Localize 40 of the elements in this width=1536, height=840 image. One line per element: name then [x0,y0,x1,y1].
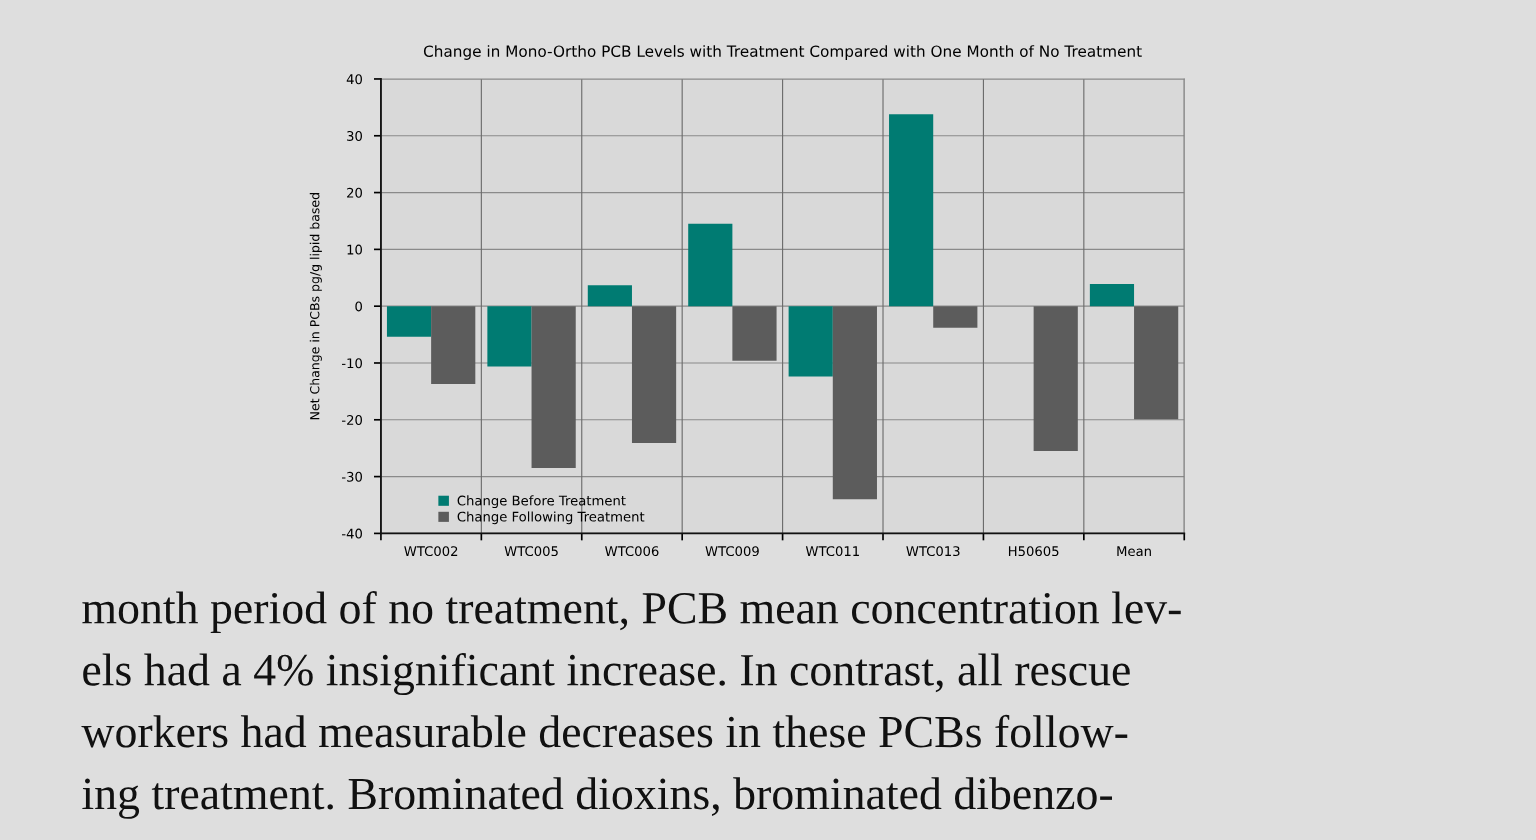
bar [788,306,833,377]
x-tick-label: WTC009 [705,546,759,557]
bar [531,306,576,469]
bar [431,306,476,384]
x-tick-label: WTC013 [906,546,960,557]
legend-label: Change Before Treatment [457,495,626,509]
bar [587,285,632,307]
bar [386,306,432,337]
y-tick-label: 20 [347,187,362,198]
y-tick-label: -40 [341,528,362,539]
bar [1134,306,1179,420]
bar [487,306,532,367]
bar [832,306,877,500]
x-tick-label: H50605 [1008,546,1059,557]
x-tick-label: WTC006 [605,546,659,557]
bar [1033,306,1078,452]
y-tick-label: -30 [341,471,362,482]
bar [933,306,978,328]
y-tick-label: 30 [347,130,362,141]
chart-title: Change in Mono-Ortho PCB Levels with Treatment Compared with One Month of No Treatment [423,45,1142,60]
y-axis-title: Net Change in PCBs pg/g lipid based [309,193,322,420]
x-tick-label: Mean [1117,546,1151,557]
y-tick-label: -20 [341,415,362,425]
y-tick-label: 40 [346,74,362,85]
text: workers had measurable decreases in these PCBs follow- [81,714,1128,748]
x-tick-label: WTC002 [404,546,458,557]
y-tick-label: -10 [341,358,362,369]
text: ing treatment. Brominated dioxins, brominated dibenzo- [82,777,1113,819]
bar [1089,284,1135,307]
x-tick-label: WTC005 [504,546,558,557]
y-tick-label: 0 [355,301,362,312]
bar [631,306,677,444]
text: month period of no treatment, PCB mean concentration lev- [82,590,1181,634]
bar [732,306,777,361]
legend-label: Change Following Treatment [457,511,645,525]
x-tick-label: WTC011 [805,546,859,557]
y-tick-label: 10 [347,244,362,255]
text: els had a 4% insignificant increase. In contrast, all rescue [83,652,1130,696]
bar [688,223,733,307]
bar [889,114,934,307]
